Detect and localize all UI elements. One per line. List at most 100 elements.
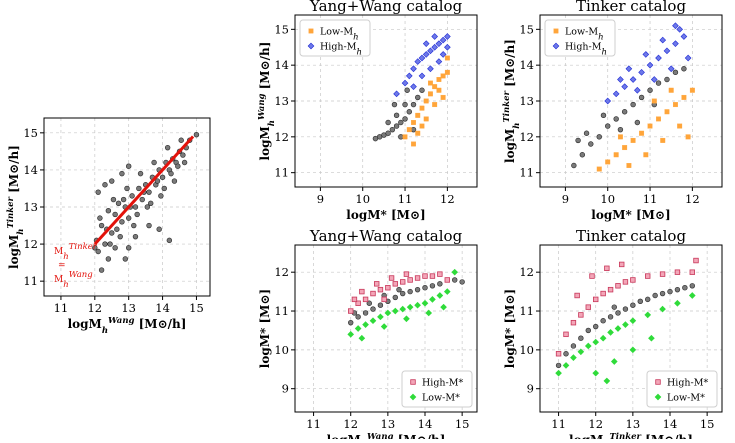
data-point bbox=[612, 90, 620, 98]
series-low-m- bbox=[347, 268, 459, 342]
legend-entry: Low-Mh bbox=[553, 27, 604, 43]
legend-frame bbox=[299, 19, 371, 57]
data-point bbox=[95, 189, 101, 195]
data-point bbox=[119, 170, 125, 177]
data-point bbox=[613, 152, 619, 158]
data-point bbox=[421, 299, 429, 307]
data-point bbox=[444, 33, 451, 40]
data-point bbox=[402, 134, 408, 140]
data-point bbox=[570, 343, 577, 349]
data-point bbox=[400, 279, 406, 285]
data-point bbox=[115, 200, 122, 206]
data-point bbox=[407, 288, 413, 295]
series-all-galaxies bbox=[92, 131, 200, 273]
x-axis-label: logM* [M⊙] bbox=[346, 208, 425, 222]
y-tick: 12 bbox=[274, 130, 295, 144]
data-point bbox=[617, 134, 623, 140]
series-all bbox=[348, 277, 465, 326]
panel-title: Tinker catalog bbox=[576, 0, 687, 15]
data-point bbox=[600, 290, 606, 297]
y-tick: 15 bbox=[519, 22, 540, 36]
data-point bbox=[175, 163, 181, 169]
data-point bbox=[437, 271, 443, 277]
legend-label: Low-Mh bbox=[565, 27, 604, 43]
data-point bbox=[410, 65, 417, 73]
y-tick-label: 11 bbox=[23, 274, 38, 288]
data-point bbox=[391, 101, 398, 108]
data-point bbox=[663, 47, 671, 55]
data-point bbox=[672, 102, 678, 108]
data-point bbox=[630, 137, 636, 143]
legend: High-M* Low-M* bbox=[646, 370, 718, 408]
y-tick: 10 bbox=[519, 343, 540, 357]
data-point bbox=[432, 102, 438, 108]
data-point bbox=[629, 346, 637, 354]
data-point bbox=[171, 178, 178, 184]
data-point bbox=[193, 131, 200, 138]
data-point bbox=[622, 145, 628, 151]
data-point bbox=[377, 286, 384, 293]
data-point bbox=[131, 222, 137, 229]
x-tick-label: 12 bbox=[343, 417, 358, 431]
data-point bbox=[652, 292, 658, 299]
data-point bbox=[638, 69, 645, 76]
data-point bbox=[605, 123, 611, 129]
data-point bbox=[370, 290, 376, 297]
data-point bbox=[419, 87, 425, 93]
series-all bbox=[372, 87, 425, 142]
data-point bbox=[600, 318, 606, 324]
data-point bbox=[659, 305, 666, 313]
data-point bbox=[592, 338, 600, 346]
data-point bbox=[593, 323, 599, 330]
data-point bbox=[689, 87, 695, 93]
x-axis-label: logMhWang [M⊙/h] bbox=[68, 316, 187, 336]
data-point bbox=[619, 261, 625, 268]
data-point bbox=[571, 162, 577, 169]
data-point bbox=[644, 311, 652, 319]
y-tick: 14 bbox=[519, 58, 540, 72]
data-point bbox=[411, 141, 416, 147]
data-point bbox=[139, 196, 145, 203]
data-point bbox=[377, 313, 384, 321]
data-point bbox=[596, 134, 602, 140]
data-point bbox=[377, 302, 384, 308]
data-point bbox=[555, 362, 562, 369]
data-point bbox=[358, 334, 366, 342]
x-tick-label: 12 bbox=[588, 417, 603, 431]
legend-entry: High-Mh bbox=[307, 42, 362, 58]
y-tick-label: 10 bbox=[519, 343, 534, 357]
data-point bbox=[112, 211, 118, 218]
data-point bbox=[151, 159, 157, 166]
y-tick: 13 bbox=[519, 94, 540, 108]
data-point bbox=[381, 296, 387, 303]
data-point bbox=[398, 134, 404, 140]
data-point bbox=[166, 237, 173, 244]
data-point bbox=[355, 314, 361, 320]
y-tick: 11 bbox=[23, 274, 44, 288]
y-tick: 10 bbox=[274, 343, 295, 357]
x-tick-label: 13 bbox=[381, 417, 396, 431]
data-point bbox=[414, 275, 421, 281]
data-point bbox=[629, 317, 637, 325]
data-point bbox=[672, 69, 679, 76]
x-tick-label: 14 bbox=[418, 417, 433, 431]
legend-marker bbox=[552, 42, 560, 50]
y-tick-label: 13 bbox=[23, 200, 38, 214]
data-point bbox=[410, 126, 417, 133]
data-point bbox=[605, 159, 611, 165]
data-point bbox=[415, 130, 421, 136]
data-point bbox=[427, 91, 433, 97]
data-point bbox=[380, 323, 388, 330]
x-tick: 9 bbox=[317, 187, 324, 206]
data-point bbox=[415, 94, 421, 101]
legend-entry: Low-M* bbox=[409, 393, 460, 404]
data-point bbox=[348, 308, 354, 314]
x-tick: 13 bbox=[626, 412, 640, 431]
data-point bbox=[681, 66, 687, 72]
data-point bbox=[645, 273, 651, 279]
grid bbox=[44, 118, 210, 296]
x-tick-label: 10 bbox=[600, 192, 615, 206]
y-tick: 9 bbox=[282, 382, 295, 396]
